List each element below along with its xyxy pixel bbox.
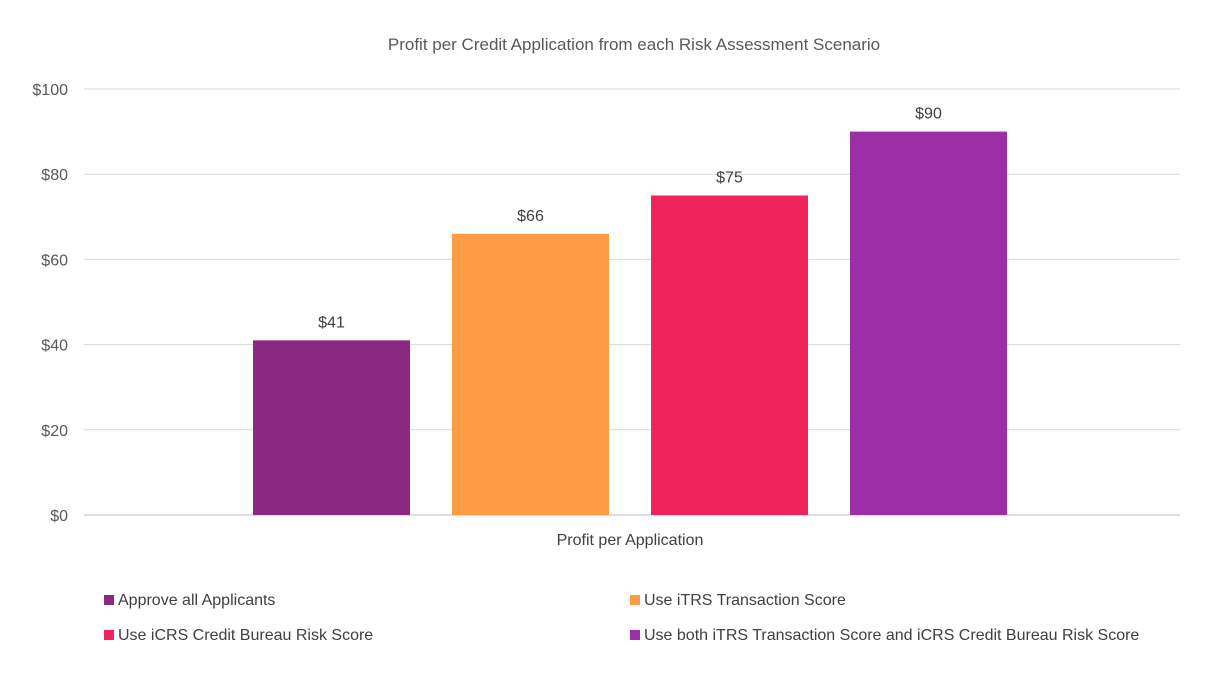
legend-swatch <box>630 630 640 640</box>
bar <box>253 340 410 515</box>
legend-entry: Approve all Applicants <box>118 592 275 609</box>
legend-entry: Use iCRS Credit Bureau Risk Score <box>118 627 373 644</box>
y-axis-ticks: $0 $20 $40 $60 $80 $100 <box>32 82 68 525</box>
data-label: $66 <box>517 208 544 225</box>
bars <box>253 131 1007 515</box>
legend-swatch <box>630 595 640 605</box>
legend-entry: Use iTRS Transaction Score <box>644 592 846 609</box>
data-label: $41 <box>318 314 345 331</box>
bar <box>651 195 808 515</box>
legend-entry: Use both iTRS Transaction Score and iCRS… <box>644 627 1139 644</box>
legend: Approve all Applicants Use iTRS Transacti… <box>104 592 1139 644</box>
y-tick-label: $60 <box>41 252 68 269</box>
data-labels: $41 $66 $75 $90 <box>318 106 942 332</box>
y-tick-label: $100 <box>32 82 68 99</box>
bar <box>452 233 609 515</box>
x-category-label: Profit per Application <box>557 532 704 549</box>
y-tick-label: $80 <box>41 167 68 184</box>
x-axis-categories: Profit per Application <box>557 532 704 549</box>
chart-title: Profit per Credit Application from each … <box>388 35 880 54</box>
data-label: $90 <box>915 106 942 123</box>
data-label: $75 <box>716 170 743 187</box>
bar <box>850 131 1007 515</box>
y-tick-label: $20 <box>41 423 68 440</box>
legend-swatch <box>104 595 114 605</box>
gridlines <box>84 88 1180 516</box>
y-tick-label: $40 <box>41 338 68 355</box>
y-tick-label: $0 <box>50 508 68 525</box>
legend-swatch <box>104 630 114 640</box>
